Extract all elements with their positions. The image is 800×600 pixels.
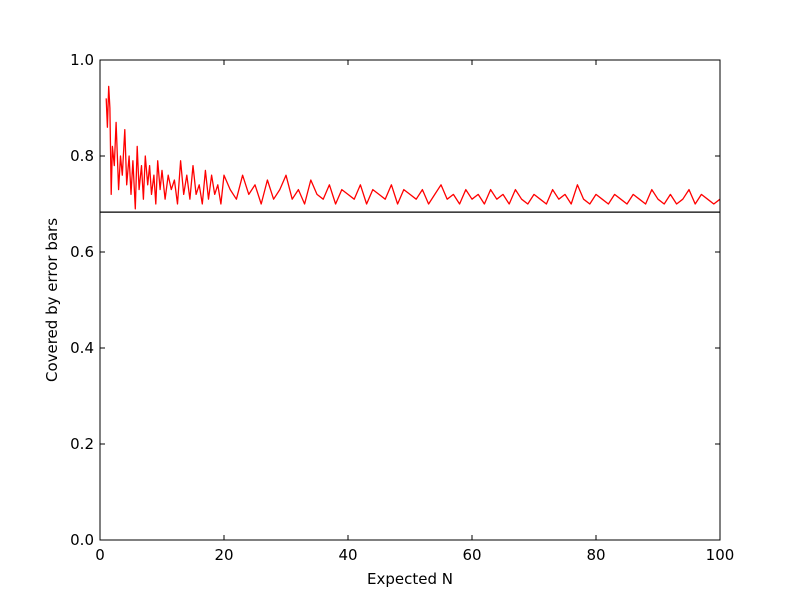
x-tick-label: 100 bbox=[706, 546, 735, 564]
x-tick-label: 0 bbox=[95, 546, 105, 564]
y-tick-label: 0.8 bbox=[70, 147, 94, 165]
y-axis-label: Covered by error bars bbox=[43, 218, 61, 382]
x-tick-label: 40 bbox=[338, 546, 357, 564]
x-tick-label: 20 bbox=[214, 546, 233, 564]
series-line-0 bbox=[105, 85, 721, 210]
y-tick-label: 1.0 bbox=[70, 51, 94, 69]
x-tick-label: 60 bbox=[462, 546, 481, 564]
y-tick-label: 0.2 bbox=[70, 435, 94, 453]
y-tick-label: 0.4 bbox=[70, 339, 94, 357]
x-axis-label: Expected N bbox=[367, 570, 453, 588]
y-tick-label: 0.6 bbox=[70, 243, 94, 261]
y-tick-label: 0.0 bbox=[70, 531, 94, 549]
plot-area: 0 20 40 60 80 100 0.0 0.2 0.4 0.6 0.8 1.0 bbox=[70, 51, 734, 564]
plot-frame bbox=[99, 59, 721, 541]
x-tick-label: 80 bbox=[586, 546, 605, 564]
